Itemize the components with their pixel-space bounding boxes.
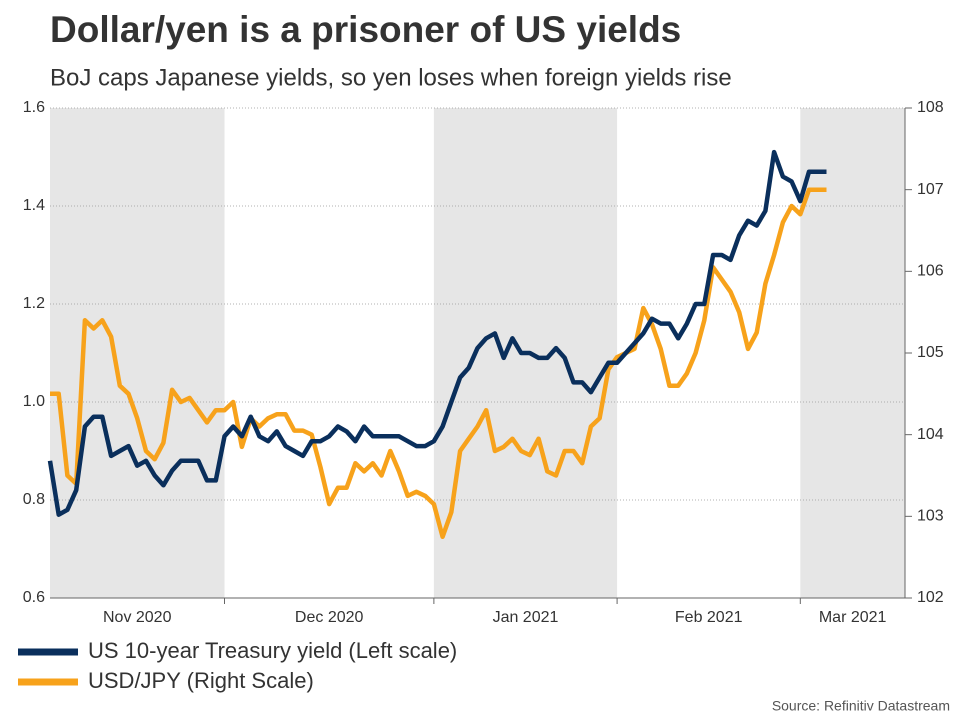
chart-title: Dollar/yen is a prisoner of US yields	[50, 9, 681, 50]
y-tick-label: 1.2	[23, 295, 45, 312]
x-tick-label: Nov 2020	[103, 609, 172, 626]
y2-tick-label: 108	[917, 99, 944, 116]
y-tick-label: 1.0	[23, 393, 45, 410]
y2-tick-label: 104	[917, 426, 944, 443]
y-tick-label: 0.6	[23, 589, 45, 606]
y-tick-label: 1.6	[23, 99, 45, 116]
y-tick-label: 0.8	[23, 491, 45, 508]
month-band	[800, 108, 905, 598]
y-tick-label: 1.4	[23, 197, 45, 214]
y2-tick-label: 107	[917, 181, 944, 198]
x-tick-label: Jan 2021	[493, 609, 559, 626]
x-tick-label: Dec 2020	[295, 609, 364, 626]
source-note: Source: Refinitiv Datastream	[772, 698, 950, 714]
legend-label: US 10-year Treasury yield (Left scale)	[88, 638, 457, 663]
x-tick-label: Mar 2021	[819, 609, 887, 626]
y2-tick-label: 106	[917, 263, 944, 280]
y2-tick-label: 102	[917, 589, 944, 606]
y2-tick-label: 105	[917, 344, 944, 361]
series-line	[47, 149, 827, 517]
x-tick-label: Feb 2021	[675, 609, 743, 626]
legend-label: USD/JPY (Right Scale)	[88, 668, 314, 693]
y2-tick-label: 103	[917, 508, 944, 525]
series-line	[50, 187, 827, 540]
chart-subtitle: BoJ caps Japanese yields, so yen loses w…	[50, 64, 732, 91]
month-band	[50, 108, 225, 598]
